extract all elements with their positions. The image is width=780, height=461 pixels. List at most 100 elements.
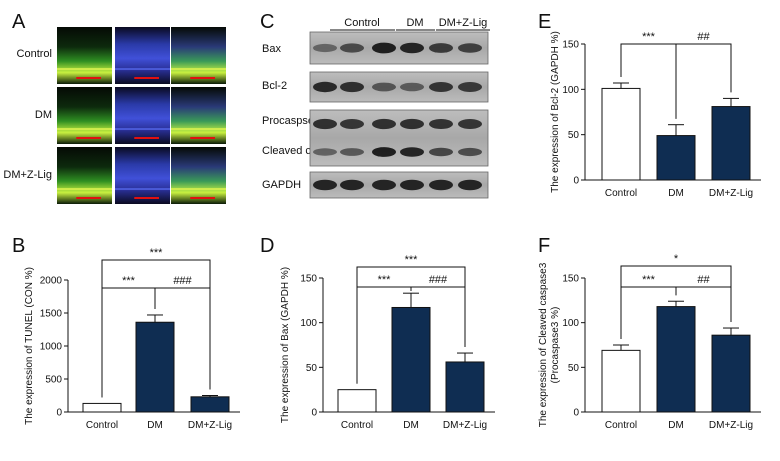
chart-e-x-label-2: DM+Z-Lig	[709, 188, 753, 199]
chart-d-significance-label-2: ***	[405, 254, 419, 266]
scale-bar	[134, 197, 159, 199]
chart-d-y-tick-label: 0	[311, 408, 317, 419]
chart-b-significance-label-1: ###	[173, 275, 192, 287]
chart-d-bar-2	[445, 361, 485, 413]
micrograph-layer-band	[115, 128, 170, 131]
blot-band	[372, 82, 396, 92]
chart-f-y-tick-label: 0	[573, 408, 579, 419]
micrograph-layer-band	[57, 128, 112, 131]
chart-f-x-label-2: DM+Z-Lig	[709, 420, 753, 431]
blot-band	[372, 118, 396, 130]
chart-b-y-tick-label: 500	[45, 375, 62, 386]
blot-band-cleaved	[372, 147, 396, 157]
chart-b-y-tick-label: 1500	[40, 309, 63, 320]
chart-b-x-label-1: DM	[147, 420, 163, 431]
micrograph-layer-band	[57, 68, 112, 71]
chart-b-bar-2	[190, 396, 230, 413]
panel-b-letter: B	[12, 235, 25, 257]
chart-b: B 0 500 1000 1500 2000 The expression of TUNEL…	[12, 235, 240, 431]
micrograph-r1-c1	[115, 87, 170, 144]
blot-band	[458, 82, 482, 92]
chart-f-bar-0	[601, 349, 641, 413]
chart-b-y-tick-label: 2000	[40, 276, 63, 287]
chart-e-y-tick-label: 0	[573, 176, 579, 187]
chart-d-significance-bracket-2	[356, 266, 466, 384]
blot-label-bax: Bax	[262, 43, 281, 55]
chart-b-significance-bracket-2	[101, 259, 211, 398]
chart-d-y-tick-label: 100	[300, 318, 317, 329]
blot-band	[429, 118, 453, 130]
blot-label-bcl2: Bcl-2	[262, 80, 287, 92]
chart-f-y-label: The expression of Cleaved caspase3	[538, 262, 549, 427]
panel-c: C Control DM DM+Z-Lig Bax Bcl-2 Procasps…	[260, 11, 490, 199]
scale-bar	[190, 77, 215, 79]
micrograph-layer-band	[115, 188, 170, 191]
chart-f-significance-label-1: ##	[697, 274, 710, 286]
micrograph-layer-band	[115, 68, 170, 71]
chart-d-y-tick-label: 50	[306, 363, 318, 374]
blot-band	[340, 179, 364, 191]
blot-band	[400, 42, 424, 54]
chart-f-x-label-1: DM	[668, 420, 684, 431]
micrograph-layer-band	[171, 128, 226, 131]
micrograph-r1-c0	[57, 87, 112, 144]
chart-f-significance-label-2: *	[674, 253, 679, 265]
micrograph-layer-band	[171, 68, 226, 71]
blot-band	[429, 82, 453, 92]
blot-band-cleaved	[313, 148, 337, 156]
blot-band	[313, 118, 337, 130]
chart-d-y-label: The expression of Bax (GAPDH %)	[280, 267, 291, 423]
scale-bar	[190, 137, 215, 139]
chart-f-y-tick-label: 50	[568, 363, 580, 374]
blot-band	[400, 82, 424, 92]
blot-strip-2	[309, 109, 489, 167]
blot-band-cleaved	[400, 147, 424, 157]
panel-d-letter: D	[260, 235, 274, 257]
chart-e-bar-0	[601, 87, 641, 181]
blot-band-cleaved	[340, 148, 364, 156]
blot-band	[313, 81, 337, 93]
chart-f-bar-2	[711, 334, 751, 413]
chart-d-significance-label-0: ***	[378, 274, 392, 286]
micrograph-r0-c1	[115, 27, 170, 84]
chart-e-y-tick-label: 100	[562, 85, 579, 96]
panel-a: A Control DM DM+Z-Lig	[3, 11, 226, 204]
chart-f-significance-bracket-2	[620, 265, 732, 339]
blot-band	[458, 43, 482, 53]
chart-f-y-label-line2: (Procaspase3 %)	[550, 307, 561, 384]
micrograph-grid	[57, 27, 226, 204]
chart-b-bar-1	[135, 321, 175, 413]
chart-b-x-label-0: Control	[86, 420, 118, 431]
panel-a-row-label-dm-zlig: DM+Z-Lig	[3, 169, 52, 181]
micrograph-layer-band	[57, 188, 112, 191]
chart-b-significance-label-2: ***	[150, 247, 164, 259]
panel-a-row-label-control: Control	[17, 48, 52, 60]
blot-band	[372, 179, 396, 191]
blot-band	[458, 118, 482, 130]
blot-band	[340, 119, 364, 129]
panel-a-letter: A	[12, 11, 26, 33]
chart-f-y-tick-label: 150	[562, 274, 579, 285]
blot-band	[400, 179, 424, 191]
micrograph-r2-c2	[171, 147, 226, 204]
micrograph-r1-c2	[171, 87, 226, 144]
micrograph-r0-c2	[171, 27, 226, 84]
blot-label-gapdh: GAPDH	[262, 179, 301, 191]
blot-column-control: Control	[344, 17, 379, 29]
chart-d-y-tick-label: 150	[300, 274, 317, 285]
chart-f: F 0 50 100 150 The expression of Cleaved casp…	[538, 235, 761, 431]
chart-e-significance-label-1: ##	[697, 31, 710, 43]
blot-band	[313, 43, 337, 53]
chart-d: D 0 50 100 150 The expression of Bax (GAPDH %…	[260, 235, 495, 431]
scale-bar	[76, 77, 101, 79]
panel-e-letter: E	[538, 11, 551, 33]
chart-e-bar-1	[656, 135, 696, 181]
blot-band-cleaved	[429, 147, 453, 157]
chart-e-y-tick-label: 150	[562, 40, 579, 51]
chart-b-y-tick-label: 0	[56, 408, 62, 419]
blot-band	[400, 118, 424, 130]
blot-band	[340, 43, 364, 53]
chart-e-x-label-1: DM	[668, 188, 684, 199]
chart-d-significance-label-1: ###	[429, 274, 448, 286]
